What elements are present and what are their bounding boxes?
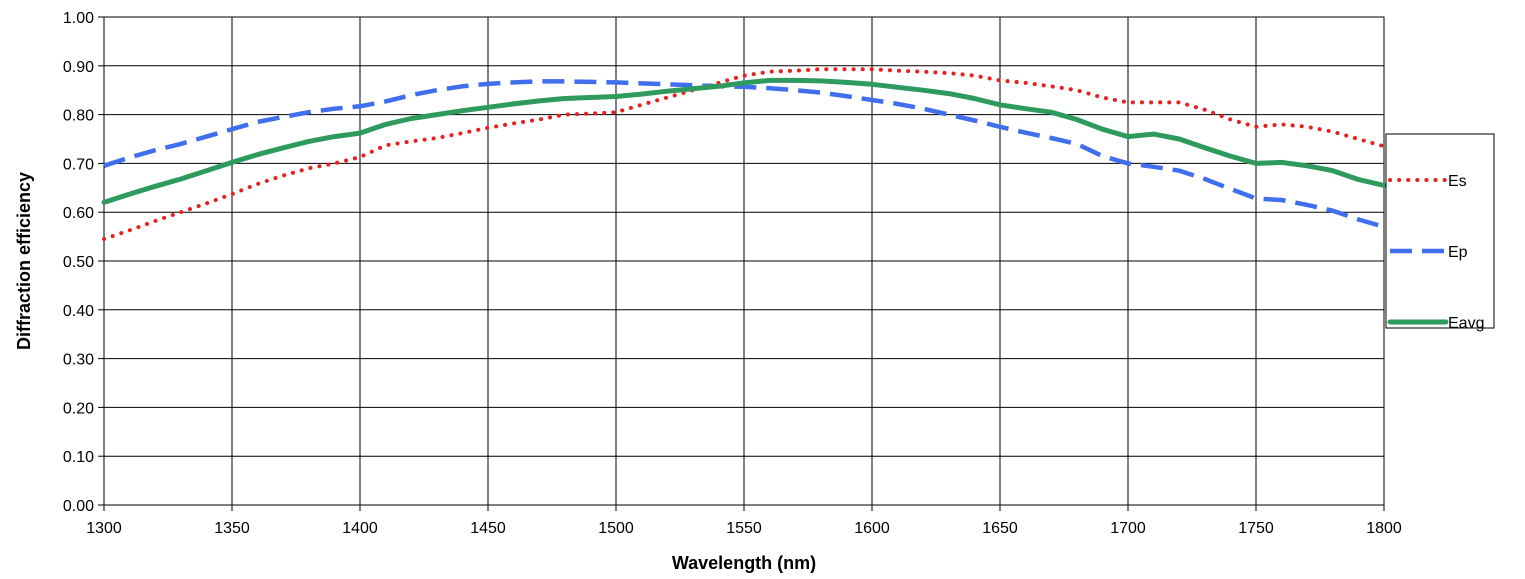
series-lines [101, 67, 1387, 241]
x-tick-label: 1650 [982, 520, 1018, 537]
x-tick-label: 1350 [214, 520, 250, 537]
y-tick-label: 0.00 [63, 498, 94, 515]
x-tick-label: 1400 [342, 520, 378, 537]
x-axis-tick-labels: 1300 1350 1400 1450 1500 1550 1600 1650 1700 1750… [86, 520, 1402, 537]
x-axis-title: Wavelength (nm) [672, 553, 816, 573]
y-tick-label: 0.80 [63, 108, 94, 125]
x-tick-label: 1550 [726, 520, 762, 537]
y-tick-label: 0.70 [63, 156, 94, 173]
legend-label-eavg: Eavg [1448, 315, 1484, 332]
x-tick-label: 1500 [598, 520, 634, 537]
x-tick-label: 1450 [470, 520, 506, 537]
y-tick-label: 1.00 [63, 10, 94, 27]
legend-label-es: Es [1448, 173, 1467, 190]
legend-label-ep: Ep [1448, 244, 1468, 261]
gridlines [98, 16, 1385, 511]
y-tick-label: 0.40 [63, 303, 94, 320]
x-tick-label: 1800 [1366, 520, 1402, 537]
y-tick-label: 0.60 [63, 205, 94, 222]
legend-box [1385, 133, 1495, 329]
series-line-es [102, 67, 1386, 241]
y-axis-title: Diffraction efficiency [14, 172, 34, 350]
series-line-eavg [101, 77, 1387, 205]
x-tick-label: 1750 [1238, 520, 1274, 537]
y-tick-label: 0.90 [63, 59, 94, 76]
x-tick-label: 1700 [1110, 520, 1146, 537]
y-tick-label: 0.20 [63, 400, 94, 417]
y-tick-label: 0.30 [63, 352, 94, 369]
legend: Es Ep Eavg [1385, 133, 1495, 332]
y-axis-tick-labels: 0.00 0.10 0.20 0.30 0.40 0.50 0.60 0.70 0.80 0.90… [63, 10, 94, 515]
x-tick-label: 1300 [86, 520, 122, 537]
plot-area-border [103, 16, 1385, 506]
series-line-ep [103, 79, 1385, 229]
y-tick-label: 0.50 [63, 254, 94, 271]
x-tick-label: 1600 [854, 520, 890, 537]
y-tick-label: 0.10 [63, 449, 94, 466]
